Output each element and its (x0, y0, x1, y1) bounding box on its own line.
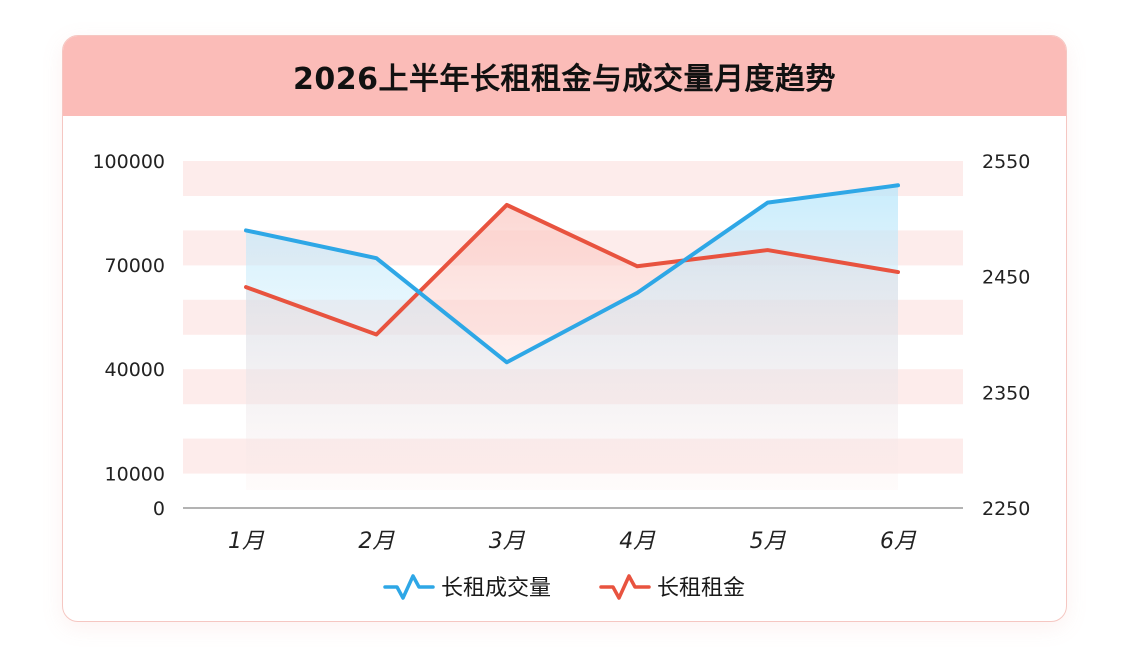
legend-rent-icon (599, 574, 651, 600)
x-tick-label: 3月 (489, 529, 526, 554)
chart-header: 2026上半年长租租金与成交量月度趋势 (63, 36, 1066, 116)
y-left-tick-label: 0 (153, 498, 165, 520)
x-tick-labels: 1月 2月 3月 4月 5月 6月 (228, 529, 917, 554)
y-right-tick-label: 2450 (982, 267, 1030, 289)
y-left-tick-label: 40000 (105, 359, 165, 381)
legend-item-rent[interactable]: 长租租金 (599, 570, 745, 602)
chart-title: 2026上半年长租租金与成交量月度趋势 (293, 62, 836, 97)
y-right-tick-label: 2250 (982, 498, 1030, 520)
series-line-rent (244, 202, 900, 337)
x-tick-label: 2月 (358, 529, 395, 554)
x-tick-label: 5月 (750, 529, 787, 554)
grid-band (183, 161, 963, 196)
y-left-tick-label: 100000 (92, 151, 165, 173)
y-right-tick-label: 2550 (982, 151, 1030, 173)
legend: 长租成交量 长租租金 (0, 570, 1128, 602)
y-left-tick-labels: 0 10000 40000 70000 100000 (92, 151, 165, 520)
legend-volume-icon (383, 574, 435, 600)
x-tick-label: 1月 (228, 529, 265, 554)
area-volume (246, 185, 898, 491)
series-line-volume (244, 183, 900, 365)
legend-label-volume: 长租成交量 (440, 576, 551, 601)
legend-label-rent: 长租租金 (657, 576, 746, 601)
y-right-tick-labels: 2250 2350 2450 2550 (982, 151, 1030, 520)
x-tick-label: 6月 (880, 529, 917, 554)
series-lines (244, 183, 900, 365)
y-left-tick-label: 70000 (105, 255, 165, 277)
legend-item-volume[interactable]: 长租成交量 (383, 570, 551, 602)
y-right-tick-label: 2350 (982, 382, 1030, 404)
x-tick-label: 4月 (619, 529, 656, 554)
y-left-tick-label: 10000 (105, 463, 165, 485)
series-areas (246, 185, 898, 491)
